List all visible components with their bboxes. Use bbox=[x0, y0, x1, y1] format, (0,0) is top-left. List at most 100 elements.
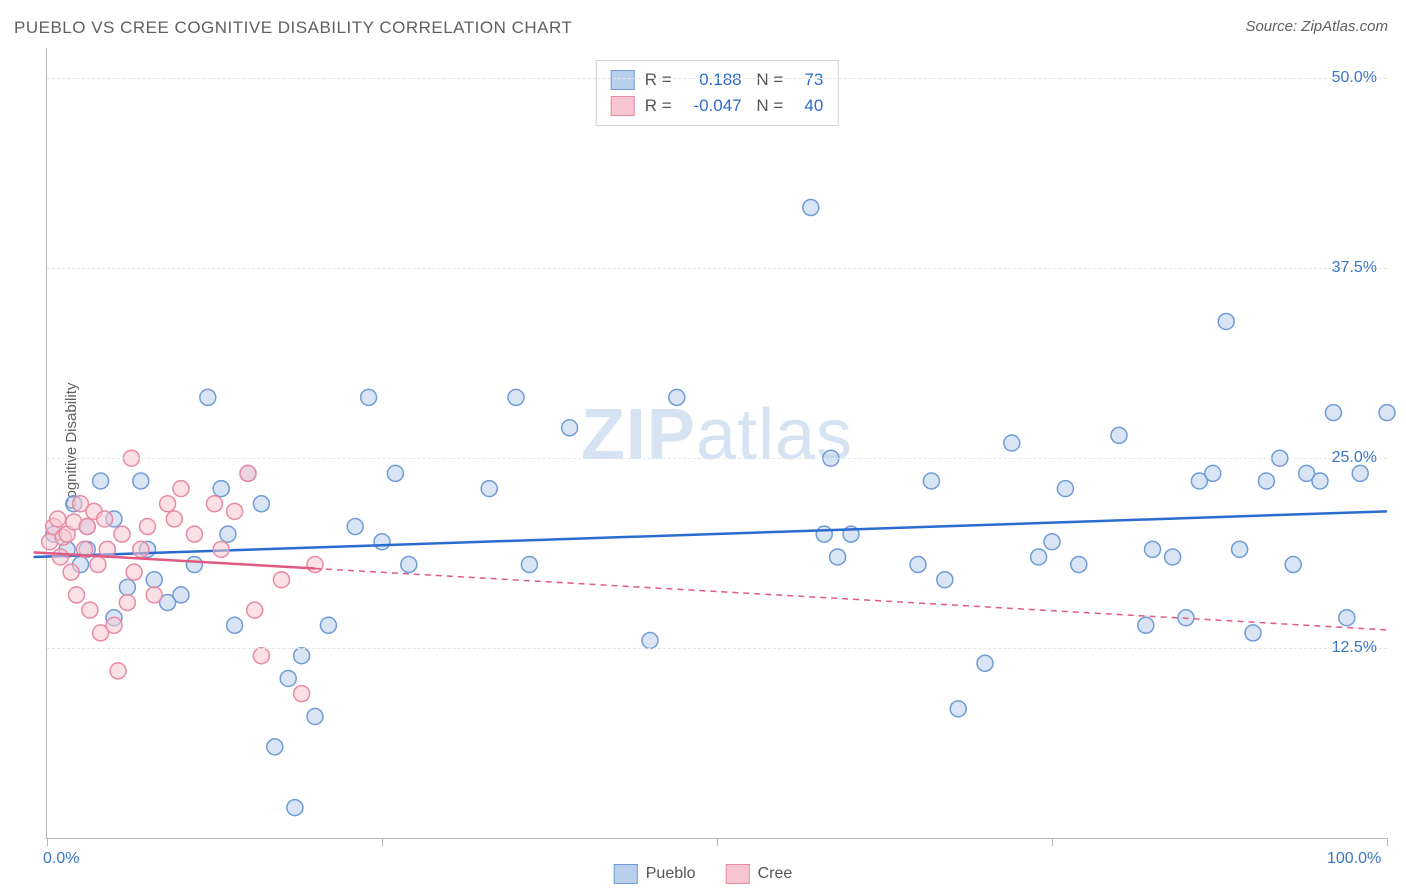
data-point bbox=[1232, 541, 1248, 557]
data-point bbox=[50, 511, 66, 527]
gridline bbox=[47, 458, 1387, 459]
data-point bbox=[1165, 549, 1181, 565]
data-point bbox=[1379, 405, 1395, 421]
data-point bbox=[361, 389, 377, 405]
chart-title: PUEBLO VS CREE COGNITIVE DISABILITY CORR… bbox=[14, 18, 572, 38]
data-point bbox=[97, 511, 113, 527]
data-point bbox=[227, 617, 243, 633]
data-point bbox=[90, 557, 106, 573]
data-point bbox=[1245, 625, 1261, 641]
data-point bbox=[227, 503, 243, 519]
data-point bbox=[253, 496, 269, 512]
data-point bbox=[374, 534, 390, 550]
data-point bbox=[1044, 534, 1060, 550]
data-point bbox=[274, 572, 290, 588]
legend-label: Pueblo bbox=[646, 865, 696, 883]
data-point bbox=[213, 541, 229, 557]
data-point bbox=[287, 800, 303, 816]
y-tick-label: 37.5% bbox=[1332, 259, 1377, 277]
data-point bbox=[1325, 405, 1341, 421]
data-point bbox=[220, 526, 236, 542]
data-point bbox=[307, 557, 323, 573]
data-point bbox=[1312, 473, 1328, 489]
data-point bbox=[977, 655, 993, 671]
data-point bbox=[830, 549, 846, 565]
data-point bbox=[1285, 557, 1301, 573]
data-point bbox=[642, 633, 658, 649]
source-attribution: Source: ZipAtlas.com bbox=[1245, 18, 1388, 35]
gridline bbox=[47, 78, 1387, 79]
data-point bbox=[114, 526, 130, 542]
data-point bbox=[68, 587, 84, 603]
legend-item-pueblo: Pueblo bbox=[614, 864, 696, 884]
data-point bbox=[247, 602, 263, 618]
data-point bbox=[253, 648, 269, 664]
data-point bbox=[307, 708, 323, 724]
data-point bbox=[294, 648, 310, 664]
x-tick bbox=[717, 838, 718, 846]
x-tick bbox=[1052, 838, 1053, 846]
gridline bbox=[47, 268, 1387, 269]
data-point bbox=[207, 496, 223, 512]
data-point bbox=[166, 511, 182, 527]
data-point bbox=[923, 473, 939, 489]
data-point bbox=[1145, 541, 1161, 557]
data-point bbox=[106, 617, 122, 633]
data-point bbox=[387, 465, 403, 481]
data-point bbox=[146, 572, 162, 588]
data-point bbox=[93, 473, 109, 489]
data-point bbox=[186, 557, 202, 573]
x-tick-label: 100.0% bbox=[1327, 850, 1381, 868]
data-point bbox=[1138, 617, 1154, 633]
data-point bbox=[160, 496, 176, 512]
data-point bbox=[950, 701, 966, 717]
plot-area: ZIPatlas R =0.188 N =73 R =-0.047 N =40 … bbox=[46, 48, 1387, 839]
data-point bbox=[1205, 465, 1221, 481]
data-point bbox=[110, 663, 126, 679]
data-point bbox=[816, 526, 832, 542]
data-point bbox=[1004, 435, 1020, 451]
data-point bbox=[186, 526, 202, 542]
data-point bbox=[521, 557, 537, 573]
data-point bbox=[1031, 549, 1047, 565]
data-point bbox=[173, 481, 189, 497]
data-point bbox=[200, 389, 216, 405]
data-point bbox=[910, 557, 926, 573]
y-tick-label: 50.0% bbox=[1332, 69, 1377, 87]
y-tick-label: 12.5% bbox=[1332, 639, 1377, 657]
data-point bbox=[146, 587, 162, 603]
data-point bbox=[481, 481, 497, 497]
data-point bbox=[937, 572, 953, 588]
legend-item-cree: Cree bbox=[726, 864, 793, 884]
data-point bbox=[133, 541, 149, 557]
data-point bbox=[401, 557, 417, 573]
gridline bbox=[47, 648, 1387, 649]
data-point bbox=[63, 564, 79, 580]
data-point bbox=[1258, 473, 1274, 489]
data-point bbox=[52, 549, 68, 565]
x-tick bbox=[47, 838, 48, 846]
data-point bbox=[669, 389, 685, 405]
x-tick-label: 0.0% bbox=[43, 850, 79, 868]
data-point bbox=[119, 595, 135, 611]
data-point bbox=[82, 602, 98, 618]
swatch-pueblo bbox=[614, 864, 638, 884]
data-point bbox=[1071, 557, 1087, 573]
data-point bbox=[267, 739, 283, 755]
data-point bbox=[1111, 427, 1127, 443]
data-point bbox=[126, 564, 142, 580]
legend-label: Cree bbox=[758, 865, 793, 883]
data-point bbox=[280, 670, 296, 686]
data-point bbox=[79, 519, 95, 535]
data-point bbox=[803, 200, 819, 216]
data-point bbox=[508, 389, 524, 405]
data-point bbox=[562, 420, 578, 436]
data-point bbox=[240, 465, 256, 481]
x-tick bbox=[1387, 838, 1388, 846]
data-point bbox=[1339, 610, 1355, 626]
legend-bottom: Pueblo Cree bbox=[614, 864, 793, 884]
data-point bbox=[140, 519, 156, 535]
data-point bbox=[347, 519, 363, 535]
data-point bbox=[1352, 465, 1368, 481]
data-point bbox=[1218, 313, 1234, 329]
